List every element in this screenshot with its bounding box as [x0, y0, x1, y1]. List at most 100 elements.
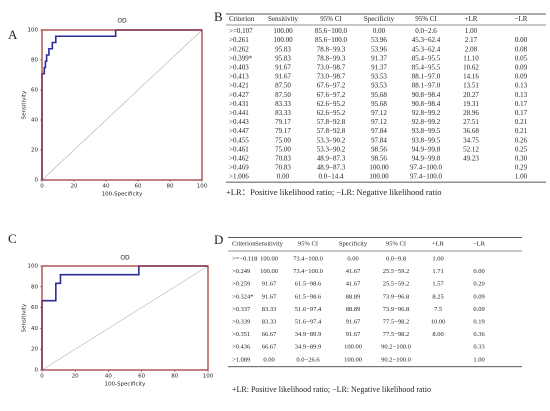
column-header: +LR: [432, 240, 445, 247]
table-cell: 97.4−100.0: [410, 164, 442, 172]
table-cell: 85.4−95.5: [412, 64, 441, 72]
x-tick-label: 0: [40, 374, 44, 380]
column-header: 95% CI: [415, 15, 437, 23]
table-cell: 83.33: [262, 318, 277, 325]
table-cell: 83.33: [275, 100, 291, 108]
table-cell: 73.9−96.8: [383, 293, 409, 300]
table-cell: 7.5: [434, 306, 442, 313]
table-cell: 61.5−98.6: [295, 281, 322, 288]
table-cell: 34.75: [463, 136, 479, 144]
table-cell: 0.0−26.6: [296, 356, 320, 363]
table-cell: 34.9−89.9: [295, 344, 321, 351]
column-header: Criterion: [232, 240, 256, 247]
table-cell: 78.8−99.3: [317, 54, 346, 62]
column-header: 95% CI: [298, 240, 318, 247]
table-cell: 0.09: [515, 73, 528, 81]
table-cell: 93.53: [371, 82, 387, 90]
x-tick-label: 20: [72, 374, 79, 380]
table-cell: 0.08: [515, 45, 528, 53]
table-cell: >0.447: [229, 127, 249, 135]
column-header: +LR: [465, 15, 478, 23]
table-cell: 13.51: [463, 82, 479, 90]
panel-label: B: [214, 9, 223, 24]
table-cell: 73.4−100.0: [293, 255, 323, 262]
table-cell: 61.5−98.6: [295, 293, 322, 300]
table-cell: >0.261: [229, 36, 249, 44]
chart-title: OD: [117, 18, 127, 25]
table-cell: 87.50: [275, 82, 291, 90]
table-cell: 100.00: [260, 268, 278, 275]
table-cell: 0.09: [473, 306, 484, 313]
table-cell: 73.4−100.0: [293, 268, 323, 275]
table-cell: 92.8−99.2: [412, 118, 441, 126]
table-cell: 20.27: [463, 91, 479, 99]
table-cell: 0.00: [515, 36, 528, 44]
table-cell: 2.17: [465, 36, 478, 44]
table-cell: 85.4−95.5: [412, 54, 441, 62]
table-cell: 90.2−100.0: [381, 344, 411, 351]
y-tick-label: 0: [35, 178, 39, 184]
table-cell: 34.9−89.9: [295, 331, 321, 338]
table-cell: 62.6−95.2: [317, 100, 346, 108]
column-header: −LR: [515, 15, 528, 23]
table-cell: 57.8−92.8: [317, 127, 346, 135]
table-cell: 93.53: [371, 73, 387, 81]
reference-diagonal: [41, 265, 209, 371]
column-header: Sensitivity: [268, 15, 298, 23]
table-cell: 95.68: [371, 100, 387, 108]
table-cell: >0.443: [229, 118, 249, 126]
table-cell: 0.21: [515, 118, 528, 126]
table-cell: 73.0−98.7: [317, 73, 346, 81]
table-cell: 73.9−96.8: [383, 306, 409, 313]
y-tick-label: 100: [28, 28, 39, 34]
table-cell: 0.00: [263, 356, 274, 363]
table-cell: 0.0−14.4: [319, 173, 344, 181]
table-cell: 0.0−2.6: [415, 27, 437, 35]
table-cell: 100.00: [369, 164, 389, 172]
y-axis-label: Sensitivity: [22, 90, 28, 119]
table-cell: 51.6−97.4: [295, 318, 322, 325]
table-cell: 41.67: [346, 281, 361, 288]
table-cell: 100.00: [344, 356, 362, 363]
table-cell: 91.67: [262, 281, 277, 288]
table-cell: 91.37: [371, 64, 387, 72]
table-cell: >0.262: [229, 45, 249, 53]
table-cell: >0.351: [232, 331, 250, 338]
table-cell: 8.00: [432, 331, 443, 338]
table-cell: 66.67: [262, 331, 277, 338]
table-cell: 0.00: [473, 268, 484, 275]
table-cell: 67.6−97.2: [317, 91, 346, 99]
table-cell: 90.8−98.4: [412, 100, 441, 108]
table-cell: 45.3−62.4: [412, 45, 441, 53]
table-footnote: +LR: Positive likelihood ratio; −LR: Neg…: [232, 385, 431, 394]
table-cell: 77.5−98.2: [383, 331, 409, 338]
table-cell: 27.51: [463, 118, 479, 126]
table-cell: 57.8−92.8: [317, 118, 346, 126]
table-cell: >1.006: [229, 173, 249, 181]
table-cell: 70.83: [275, 155, 291, 163]
table-cell: 36.68: [463, 127, 479, 135]
table-cell: 0.17: [515, 109, 528, 117]
table-cell: 67.6−97.2: [317, 82, 346, 90]
table-cell: 100.00: [369, 173, 389, 181]
table-cell: >0.436: [232, 344, 251, 351]
table-cell: 94.9−99.8: [412, 155, 441, 163]
table-cell: 77.5−98.2: [383, 318, 409, 325]
table-cell: 0.00: [373, 27, 386, 35]
table-cell: 0.00: [277, 173, 290, 181]
table-cell: >0.413: [229, 73, 249, 81]
table-cell: 41.67: [346, 268, 361, 275]
table-cell: 66.67: [262, 344, 277, 351]
table-cell: 91.67: [275, 73, 291, 81]
table-cell: 95.68: [371, 91, 387, 99]
table-cell: 75.00: [275, 145, 291, 153]
table-cell: 1.00: [465, 27, 478, 35]
table-cell: >=−0.118: [232, 255, 257, 262]
table-cell: >0.403: [229, 64, 249, 72]
x-axis-label: 100-Specificity: [105, 382, 147, 388]
table-cell: 1.57: [432, 281, 444, 288]
table-cell: 0.09: [473, 293, 484, 300]
table-cell: 78.8−99.3: [317, 45, 346, 53]
table-cell: 0.09: [515, 64, 528, 72]
table-cell: 2.08: [465, 45, 478, 53]
